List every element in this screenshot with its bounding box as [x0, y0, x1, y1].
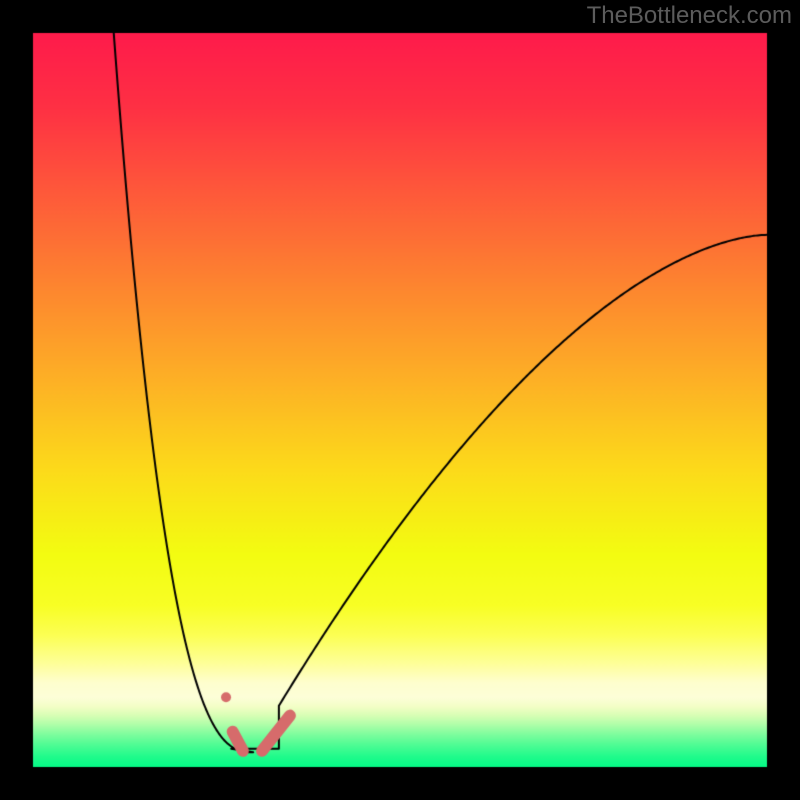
chart-stage: TheBottleneck.com [0, 0, 800, 800]
watermark-label: TheBottleneck.com [587, 2, 792, 30]
bottleneck-curve-chart [0, 0, 800, 800]
